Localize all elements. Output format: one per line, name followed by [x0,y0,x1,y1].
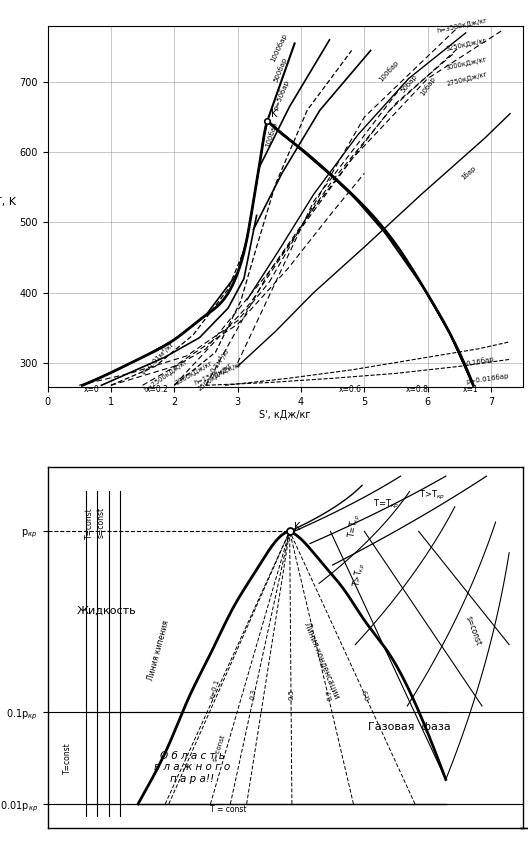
Text: T=T$_{кр}$: T=T$_{кр}$ [373,498,400,511]
Text: p=50бар: p=50бар [272,79,291,111]
Text: 0.1м³/кг: 0.1м³/кг [209,346,232,375]
Text: x=0.1: x=0.1 [209,678,221,701]
Text: 100бар: 100бар [377,59,400,83]
Text: Линия конденсации: Линия конденсации [302,620,341,699]
Text: K: K [270,109,277,119]
Text: 0.7: 0.7 [325,689,333,701]
Text: T=const: T=const [63,742,72,774]
Text: Линия кипения: Линия кипения [146,620,171,682]
Text: 0.9: 0.9 [363,688,372,701]
X-axis label: S', кДж/кг: S', кДж/кг [259,410,311,420]
Text: 0.5: 0.5 [288,690,294,701]
Text: Газовая  фаза: Газовая фаза [368,722,451,733]
Text: Жидкость: Жидкость [77,606,136,616]
Text: x=1: x=1 [463,386,478,394]
Text: x=0.6: x=0.6 [339,386,362,394]
Text: h=2500кДж/кг: h=2500кДж/кг [143,359,188,394]
Text: h=1500кДж/кг: h=1500кДж/кг [193,362,243,387]
Text: 1бар: 1бар [459,165,477,181]
Text: T=const: T=const [84,507,93,539]
Text: x=0.8: x=0.8 [406,386,428,394]
Text: 100бар: 100бар [264,121,279,148]
Text: T = const: T = const [210,804,247,814]
Text: x=0: x=0 [83,386,99,394]
Text: K: K [294,522,300,532]
Y-axis label: T, K: T, K [0,197,16,206]
Text: 3250кДж/кг: 3250кДж/кг [446,37,488,52]
Text: 1000бар: 1000бар [269,33,288,63]
Text: x=0.2: x=0.2 [146,386,168,394]
Text: 2000кДж/кг: 2000кДж/кг [174,360,214,387]
Text: p=0.016бар: p=0.016бар [466,372,510,385]
Text: h=3500кДж/кг: h=3500кДж/кг [436,17,488,34]
Text: 3000кДж/кг: 3000кДж/кг [446,56,488,71]
Text: T=T$_{кр}$: T=T$_{кр}$ [346,513,363,539]
Text: s=const: s=const [97,507,106,538]
Text: 50бар: 50бар [399,72,418,93]
Text: 0.3: 0.3 [249,689,257,701]
Text: 2750кДж/кг: 2750кДж/кг [446,71,488,86]
Text: s=const: s=const [464,614,483,646]
Text: 10бар: 10бар [418,75,436,98]
Text: T>T$_{кр}$: T>T$_{кр}$ [351,562,368,588]
Text: T>T$_{кр}$: T>T$_{кр}$ [419,489,445,502]
Text: v=0.01м³/кг: v=0.01м³/кг [139,340,175,376]
Text: 2500кДж/кг: 2500кДж/кг [196,362,233,392]
Text: О б л а с т ь
в л а ж н о г о
п а р а!!: О б л а с т ь в л а ж н о г о п а р а!! [154,751,230,784]
Text: 0.16бар: 0.16бар [466,356,495,368]
Text: 500бар: 500бар [272,56,289,83]
Text: s=const: s=const [212,733,227,762]
